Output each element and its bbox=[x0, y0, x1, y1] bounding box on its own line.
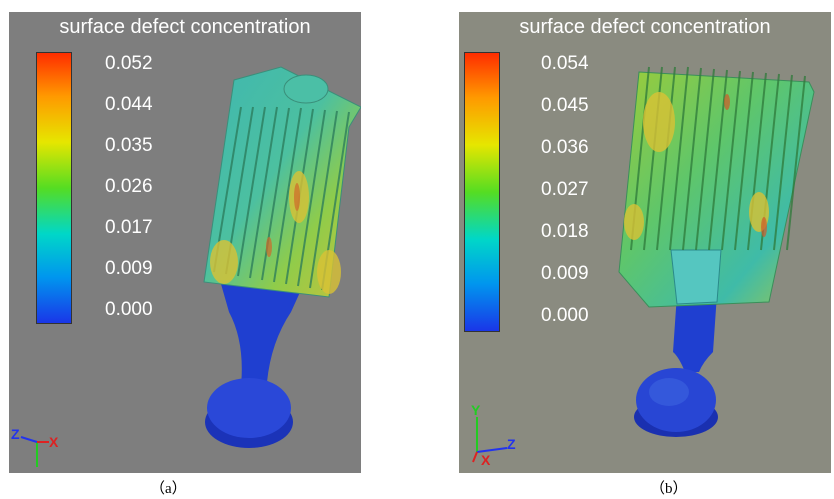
axis-label-x: X bbox=[49, 434, 59, 450]
casting-stem bbox=[205, 284, 301, 448]
panel-a-tick: 0.017 bbox=[105, 217, 153, 238]
panel-a-tick: 0.026 bbox=[105, 176, 153, 197]
panel-b-tick: 0.045 bbox=[541, 95, 589, 116]
panel-a: surface defect concentration 0.052 0.044… bbox=[9, 12, 361, 473]
panel-b-tick: 0.027 bbox=[541, 179, 589, 200]
axis-label-z: Z bbox=[11, 426, 20, 442]
panel-a-render bbox=[20, 66, 361, 467]
panel-b-tick: 0.036 bbox=[541, 137, 589, 158]
axis-label-z: Z bbox=[507, 436, 516, 452]
panel-b-tick: 0.018 bbox=[541, 221, 589, 242]
panel-a-color-scale bbox=[36, 52, 72, 324]
panel-b-color-scale bbox=[464, 52, 500, 332]
panel-b-tick: 0.009 bbox=[541, 263, 589, 284]
panel-b-title: surface defect concentration bbox=[519, 16, 771, 38]
panel-a-tick: 0.035 bbox=[105, 135, 153, 156]
casting-stem bbox=[634, 294, 718, 437]
panel-a-tick: 0.000 bbox=[105, 299, 153, 320]
panel-a-tick: 0.009 bbox=[105, 258, 153, 279]
axis-label-x: X bbox=[481, 452, 491, 468]
panel-b-tick: 0.000 bbox=[541, 305, 589, 326]
caption-a: （a） bbox=[150, 481, 187, 497]
panel-a-title: surface defect concentration bbox=[59, 16, 311, 38]
axis-label-y: Y bbox=[471, 402, 481, 418]
casting-plate bbox=[618, 66, 815, 308]
caption-b: （b） bbox=[650, 481, 688, 497]
panel-b: surface defect concentration 0.054 0.045… bbox=[459, 12, 831, 473]
panel-a-tick: 0.044 bbox=[105, 94, 153, 115]
axis-triad bbox=[20, 436, 49, 467]
casting-plate bbox=[203, 66, 361, 298]
panel-b-tick: 0.054 bbox=[541, 53, 589, 74]
panel-b-render bbox=[472, 66, 815, 463]
axis-triad bbox=[472, 417, 508, 463]
panel-a-tick: 0.052 bbox=[105, 53, 153, 74]
